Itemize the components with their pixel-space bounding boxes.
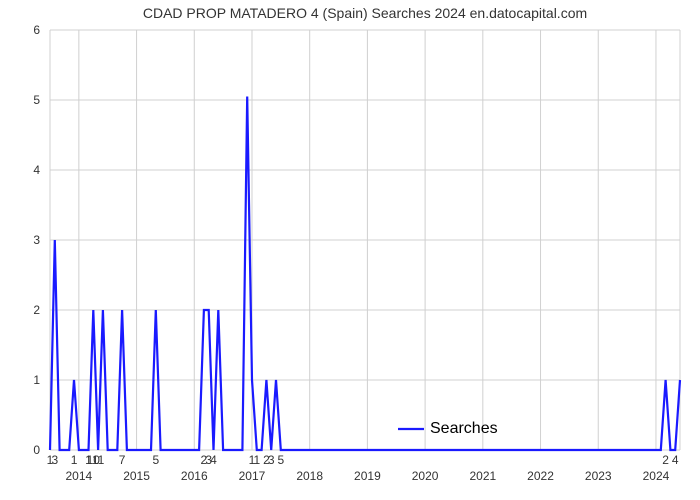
svg-text:3: 3 xyxy=(33,233,40,247)
svg-text:4: 4 xyxy=(33,163,40,177)
svg-text:2018: 2018 xyxy=(296,469,323,483)
horizontal-gridlines xyxy=(50,30,680,450)
svg-text:5: 5 xyxy=(152,453,159,467)
svg-text:3: 3 xyxy=(51,453,58,467)
svg-text:2020: 2020 xyxy=(412,469,439,483)
svg-text:3: 3 xyxy=(268,453,275,467)
svg-text:6: 6 xyxy=(33,23,40,37)
svg-text:11: 11 xyxy=(92,453,105,467)
legend-label: Searches xyxy=(430,420,498,437)
svg-text:1: 1 xyxy=(33,373,40,387)
searches-line-chart: CDAD PROP MATADERO 4 (Spain) Searches 20… xyxy=(0,0,700,500)
svg-text:2: 2 xyxy=(33,303,40,317)
svg-text:1: 1 xyxy=(71,453,78,467)
svg-text:0: 0 xyxy=(33,443,40,457)
x-axis-year-labels: 2014 2015 2016 2017 2018 2019 2020 2021 2022 2023… xyxy=(66,469,670,483)
svg-text:5: 5 xyxy=(277,453,284,467)
svg-text:1: 1 xyxy=(253,453,260,467)
x-axis-value-labels: 13111011752341123524 xyxy=(47,453,679,467)
chart-title: CDAD PROP MATADERO 4 (Spain) Searches 20… xyxy=(143,5,587,21)
svg-text:2022: 2022 xyxy=(527,469,554,483)
searches-series-line xyxy=(50,97,680,451)
svg-text:2024: 2024 xyxy=(643,469,670,483)
svg-text:7: 7 xyxy=(119,453,126,467)
svg-text:2017: 2017 xyxy=(239,469,266,483)
svg-text:2: 2 xyxy=(662,453,669,467)
svg-text:2014: 2014 xyxy=(66,469,93,483)
svg-text:2019: 2019 xyxy=(354,469,381,483)
chart-legend: Searches xyxy=(398,420,498,437)
svg-text:2015: 2015 xyxy=(123,469,150,483)
y-axis-ticks: 0 1 2 3 4 5 6 xyxy=(33,23,40,457)
svg-text:4: 4 xyxy=(210,453,217,467)
svg-text:2023: 2023 xyxy=(585,469,612,483)
svg-text:2021: 2021 xyxy=(469,469,496,483)
svg-text:4: 4 xyxy=(672,453,679,467)
svg-text:5: 5 xyxy=(33,93,40,107)
svg-text:2016: 2016 xyxy=(181,469,208,483)
